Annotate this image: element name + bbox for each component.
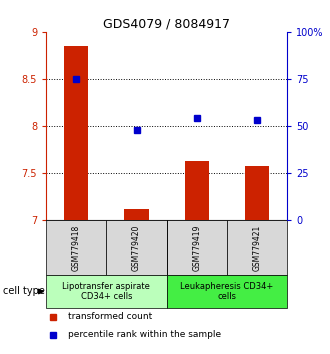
Bar bbox=[106, 220, 167, 275]
Text: Leukapheresis CD34+
cells: Leukapheresis CD34+ cells bbox=[180, 282, 274, 301]
Text: Lipotransfer aspirate
CD34+ cells: Lipotransfer aspirate CD34+ cells bbox=[62, 282, 150, 301]
Text: GSM779420: GSM779420 bbox=[132, 224, 141, 270]
Bar bbox=[124, 209, 148, 220]
Bar bbox=[245, 166, 269, 220]
Text: GSM779419: GSM779419 bbox=[192, 224, 201, 270]
Text: cell type: cell type bbox=[3, 286, 45, 296]
Bar bbox=[185, 161, 209, 220]
Text: percentile rank within the sample: percentile rank within the sample bbox=[68, 330, 221, 339]
Bar bbox=[227, 220, 287, 275]
Bar bbox=[46, 220, 106, 275]
Bar bbox=[64, 46, 88, 220]
Title: GDS4079 / 8084917: GDS4079 / 8084917 bbox=[103, 18, 230, 31]
Bar bbox=[167, 275, 287, 308]
Text: GSM779418: GSM779418 bbox=[72, 224, 81, 270]
Bar bbox=[167, 220, 227, 275]
Text: GSM779421: GSM779421 bbox=[252, 224, 261, 270]
Bar bbox=[46, 275, 167, 308]
Text: transformed count: transformed count bbox=[68, 313, 152, 321]
